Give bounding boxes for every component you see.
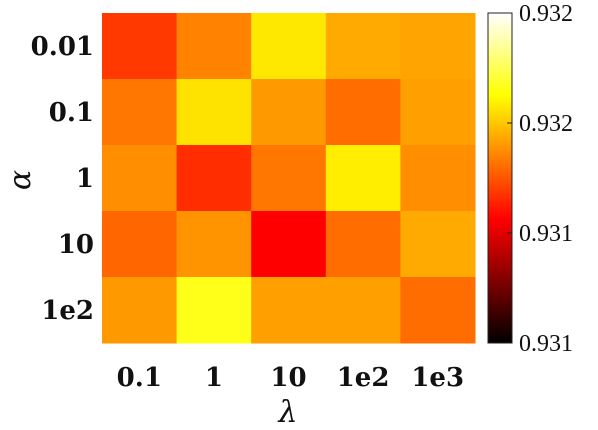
heatmap-cell bbox=[176, 13, 252, 80]
heatmap-cell bbox=[325, 79, 401, 146]
x-tick-labels: 0.1 1 10 1e2 1e3 bbox=[117, 363, 464, 393]
heatmap-cell bbox=[251, 13, 327, 80]
colorbar-tick-label: 0.932 bbox=[519, 1, 573, 27]
colorbar-tick-labels: 0.932 0.932 0.931 0.931 bbox=[507, 1, 573, 357]
y-tick-label: 1e2 bbox=[41, 296, 94, 326]
heatmap-cell bbox=[325, 211, 401, 278]
y-tick-label: 10 bbox=[58, 230, 94, 260]
heatmap-cell bbox=[400, 145, 476, 212]
heatmap-cell bbox=[325, 13, 401, 80]
y-tick-label: 0.01 bbox=[31, 32, 94, 62]
heatmap-cell bbox=[251, 211, 327, 278]
y-tick-label: 0.1 bbox=[49, 98, 94, 128]
heatmap-cell bbox=[400, 211, 476, 278]
x-tick-label: 0.1 bbox=[117, 363, 162, 393]
heatmap-cell bbox=[102, 211, 178, 278]
heatmap-cell bbox=[102, 79, 178, 146]
heatmap-cells bbox=[102, 13, 476, 344]
y-tick-labels: 0.01 0.1 1 10 1e2 bbox=[31, 32, 94, 326]
heatmap-cell bbox=[176, 79, 252, 146]
colorbar-tick-label: 0.932 bbox=[519, 111, 573, 137]
heatmap-cell bbox=[251, 277, 327, 344]
x-tick-label: 1e2 bbox=[337, 363, 390, 393]
heatmap-cell bbox=[176, 277, 252, 344]
x-tick-label: 10 bbox=[270, 363, 306, 393]
y-axis-label: α bbox=[3, 170, 38, 190]
heatmap-cell bbox=[400, 13, 476, 80]
x-tick-label: 1 bbox=[205, 363, 223, 393]
heatmap-cell bbox=[102, 13, 178, 80]
heatmap-cell bbox=[325, 145, 401, 212]
x-axis-label: λ bbox=[277, 395, 297, 430]
colorbar bbox=[487, 12, 513, 344]
x-tick-label: 1e3 bbox=[411, 363, 464, 393]
heatmap-cell bbox=[176, 145, 252, 212]
colorbar-tick-label: 0.931 bbox=[519, 331, 573, 357]
heatmap-cell bbox=[251, 145, 327, 212]
heatmap-cell bbox=[400, 277, 476, 344]
heatmap-cell bbox=[325, 277, 401, 344]
heatmap-cell bbox=[251, 79, 327, 146]
heatmap-cell bbox=[102, 277, 178, 344]
colorbar-tick-label: 0.931 bbox=[519, 221, 573, 247]
heatmap-cell bbox=[176, 211, 252, 278]
y-tick-label: 1 bbox=[76, 164, 94, 194]
heatmap-cell bbox=[102, 145, 178, 212]
heatmap-cell bbox=[400, 79, 476, 146]
